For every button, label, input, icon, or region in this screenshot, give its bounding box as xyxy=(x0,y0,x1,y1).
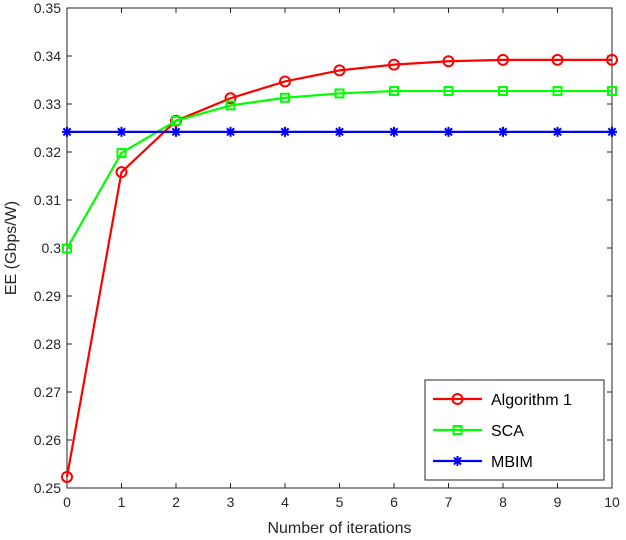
data-point xyxy=(607,126,617,137)
legend-label: MBIM xyxy=(491,454,533,471)
data-point xyxy=(225,126,236,137)
data-point xyxy=(552,126,563,137)
data-point xyxy=(280,92,290,103)
y-tick-label: 0.27 xyxy=(34,384,61,400)
y-tick-label: 0.35 xyxy=(34,0,61,16)
x-tick-label: 4 xyxy=(281,494,289,510)
x-tick-label: 1 xyxy=(118,494,126,510)
data-point xyxy=(498,126,508,137)
data-point xyxy=(224,92,237,105)
y-tick-label: 0.3 xyxy=(42,240,62,256)
x-tick-label: 8 xyxy=(499,494,507,510)
y-tick-label: 0.31 xyxy=(34,192,61,208)
data-point xyxy=(225,100,236,111)
x-axis-ticks: 0 1 2 3 4 5 6 7 8 9 10 xyxy=(63,8,620,510)
y-axis-label: EE (Gbps/W) xyxy=(3,201,20,295)
legend-entry: MBIM xyxy=(433,454,533,471)
data-point xyxy=(443,86,454,97)
data-point xyxy=(389,126,399,137)
data-point xyxy=(497,53,509,66)
data-point xyxy=(452,456,463,466)
data-point xyxy=(443,126,454,137)
x-tick-label: 10 xyxy=(604,494,620,510)
data-point xyxy=(62,243,72,254)
x-tick-label: 9 xyxy=(554,494,562,510)
x-tick-label: 0 xyxy=(63,494,71,510)
data-point xyxy=(552,86,563,97)
x-tick-label: 6 xyxy=(390,494,398,510)
legend-entry: Algorithm 1 xyxy=(433,392,572,409)
data-point xyxy=(62,126,72,137)
series-mbim xyxy=(62,126,617,137)
x-tick-label: 2 xyxy=(172,494,180,510)
data-point xyxy=(171,115,181,126)
data-point xyxy=(442,55,455,68)
y-axis-ticks: 0.25 0.26 0.27 0.28 0.29 0.3 0.31 0.32 0.33 0.34 0… xyxy=(34,0,612,496)
y-tick-label: 0.32 xyxy=(34,144,61,160)
data-point xyxy=(279,75,291,88)
legend-label: Algorithm 1 xyxy=(491,392,572,409)
data-point xyxy=(498,86,508,97)
x-axis-label: Number of iterations xyxy=(267,520,411,537)
series-algorithm-1 xyxy=(61,53,618,483)
legend-entry: SCA xyxy=(433,423,524,440)
y-tick-label: 0.25 xyxy=(34,480,61,496)
legend-label: SCA xyxy=(491,423,524,440)
data-point xyxy=(116,147,127,158)
data-point xyxy=(551,53,564,66)
legend: Algorithm 1 SCA MBIM xyxy=(424,379,605,481)
x-tick-label: 5 xyxy=(336,494,344,510)
data-point xyxy=(115,166,128,179)
data-point xyxy=(388,58,400,71)
data-point xyxy=(334,126,345,137)
data-point xyxy=(389,86,399,97)
data-point xyxy=(61,470,73,483)
series-line xyxy=(65,58,612,478)
data-point xyxy=(451,393,464,405)
data-point xyxy=(334,88,345,99)
x-tick-label: 7 xyxy=(445,494,453,510)
data-point xyxy=(333,64,346,77)
data-point xyxy=(452,425,463,435)
series-layer xyxy=(61,53,618,483)
y-tick-label: 0.26 xyxy=(34,432,61,448)
y-tick-label: 0.29 xyxy=(34,288,61,304)
data-point xyxy=(116,126,127,137)
y-tick-label: 0.28 xyxy=(34,336,61,352)
data-point xyxy=(280,126,290,137)
x-tick-label: 3 xyxy=(227,494,235,510)
y-tick-label: 0.33 xyxy=(34,96,61,112)
y-tick-label: 0.34 xyxy=(34,48,61,64)
data-point xyxy=(171,126,181,137)
data-point xyxy=(607,86,617,97)
data-point xyxy=(606,53,618,66)
